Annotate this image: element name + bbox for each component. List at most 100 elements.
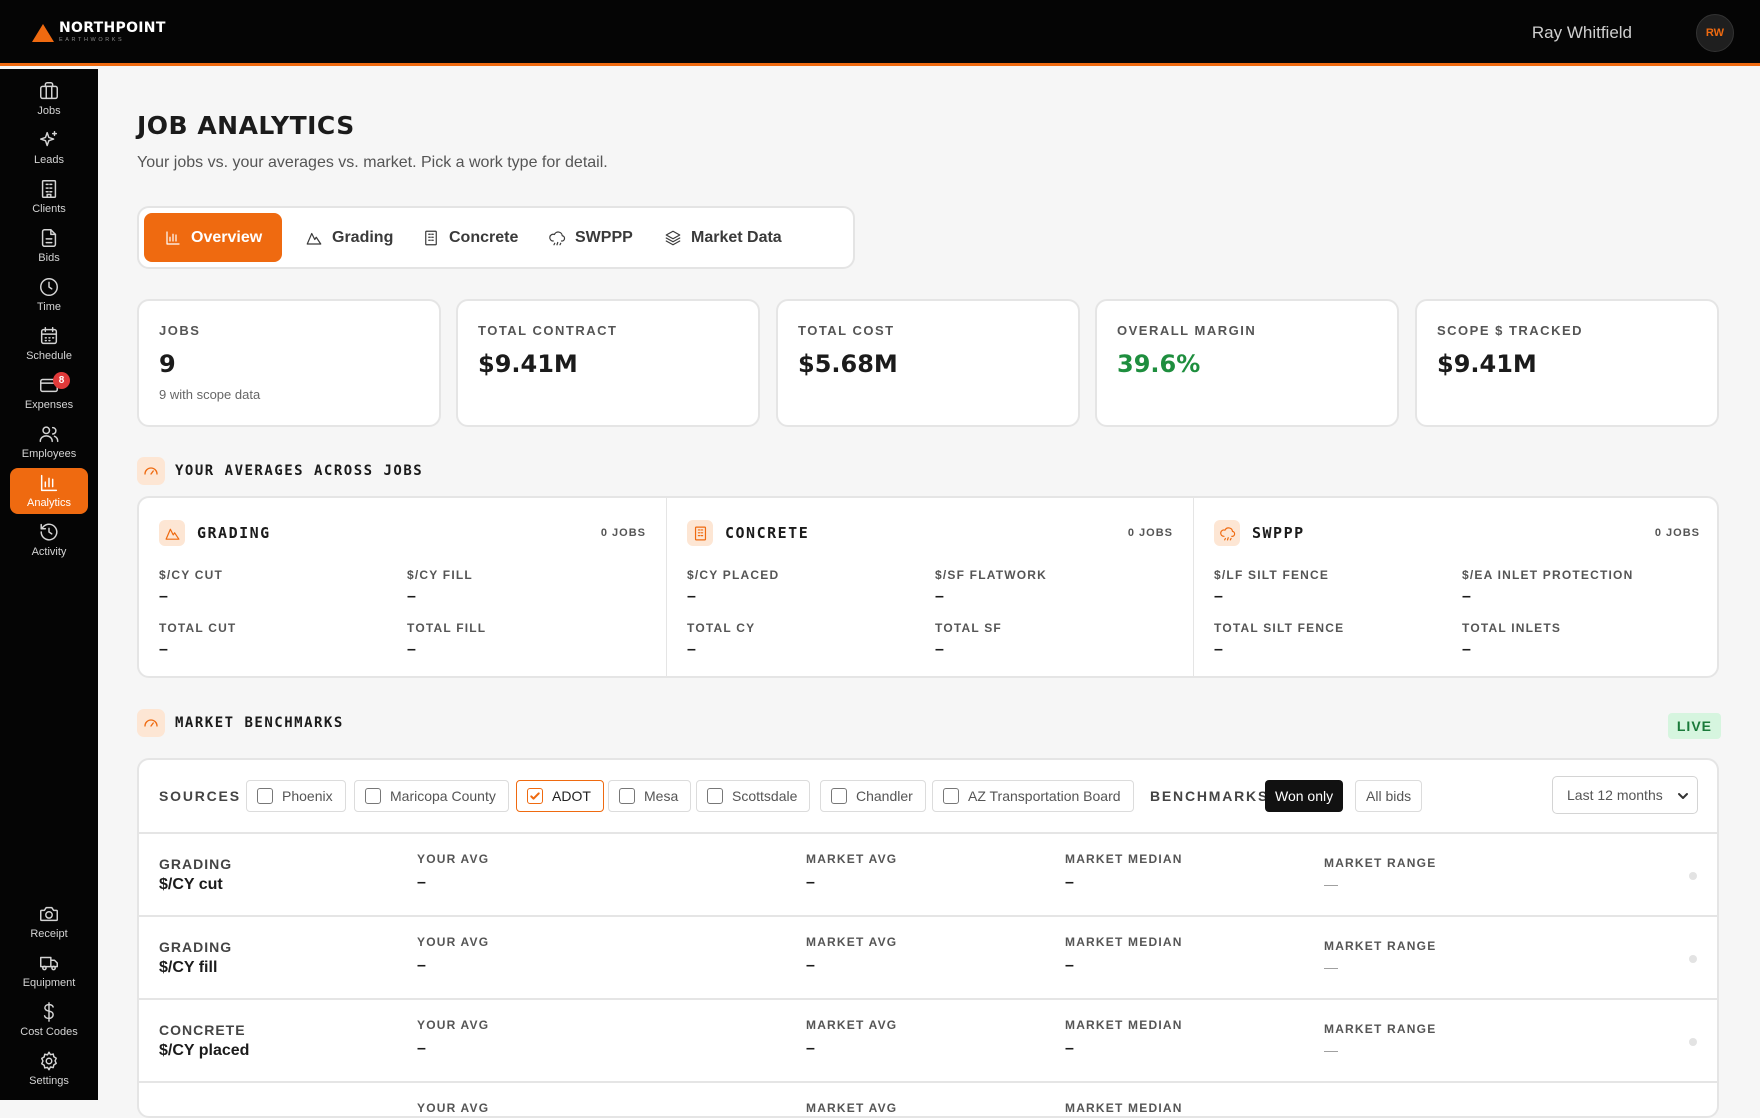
source-chip-adot[interactable]: ADOT <box>516 780 604 812</box>
brand-sub: EARTHWORKS <box>59 37 125 43</box>
bar-chart-icon <box>40 474 58 492</box>
kpi-card-scope-tracked: SCOPE $ TRACKED $9.41M <box>1415 299 1719 427</box>
sidebar-item-label: Bids <box>38 252 60 264</box>
col-label-market-median: MARKET MEDIAN <box>1065 1018 1183 1032</box>
checkbox[interactable] <box>943 788 959 804</box>
sidebar-item-receipt[interactable]: Receipt <box>10 899 88 945</box>
metric-label: TOTAL SILT FENCE <box>1214 621 1345 635</box>
sidebar-item-employees[interactable]: Employees <box>10 419 88 465</box>
metric-value: – <box>1462 588 1471 605</box>
metric: $/CY CUT – <box>159 568 379 606</box>
tab-grading[interactable]: Grading <box>285 213 413 262</box>
metric-value: – <box>1214 641 1223 658</box>
source-chip-phoenix[interactable]: Phoenix <box>246 780 346 812</box>
kpi-label: JOBS <box>159 323 201 338</box>
user-name[interactable]: Ray Whitfield <box>1531 23 1632 42</box>
market-range-value: — <box>1324 1042 1338 1058</box>
tab-overview[interactable]: Overview <box>144 213 283 262</box>
sidebar-item-label: Activity <box>31 546 67 558</box>
sidebar-item-bids[interactable]: Bids <box>10 223 88 269</box>
sidebar-item-label: Clients <box>32 203 66 215</box>
table-row[interactable]: GRADING $/CY cut YOUR AVG – MARKET AVG –… <box>139 834 1717 917</box>
sidebar-item-settings[interactable]: Settings <box>10 1046 88 1092</box>
sidebar-item-label: Receipt <box>30 928 68 940</box>
sidebar-item-clients[interactable]: Clients <box>10 174 88 220</box>
checkbox[interactable] <box>707 788 723 804</box>
tab-market-data[interactable]: Market Data <box>644 213 802 262</box>
cloud-rain-icon <box>549 230 566 245</box>
brand-name: NORTHPOINT <box>59 20 166 36</box>
source-chip-maricopa-county[interactable]: Maricopa County <box>354 780 509 812</box>
sidebar-item-activity[interactable]: Activity <box>10 517 88 563</box>
sidebar: Jobs Leads Clients Bids Time Schedule Ex… <box>0 69 98 1100</box>
gear-icon <box>41 1051 57 1071</box>
row-category: GRADING <box>159 939 233 955</box>
table-row[interactable]: CONCRETE $/CY placed YOUR AVG – MARKET A… <box>139 1000 1717 1083</box>
col-label-market-median: MARKET MEDIAN <box>1065 935 1183 949</box>
checkbox[interactable] <box>365 788 381 804</box>
sidebar-item-jobs[interactable]: Jobs <box>10 76 88 122</box>
metric-value: – <box>159 641 168 658</box>
market-range-value: — <box>1324 959 1338 975</box>
tab-bar: Overview Grading Concrete SWPPP Market D… <box>137 206 855 269</box>
row-metric: $/CY fill <box>159 959 218 976</box>
metric: TOTAL FILL – <box>407 621 627 659</box>
filter-bar: SOURCES Phoenix Maricopa County ADOT Mes… <box>139 760 1717 834</box>
period-select-value: Last 12 months <box>1567 787 1663 803</box>
tab-swppp[interactable]: SWPPP <box>528 213 653 262</box>
document-icon <box>41 229 57 247</box>
source-chip-az-transportation-board[interactable]: AZ Transportation Board <box>932 780 1134 812</box>
cloud-rain-icon <box>1214 520 1240 546</box>
metric: TOTAL INLETS – <box>1462 621 1682 659</box>
sidebar-item-label: Jobs <box>37 105 61 117</box>
layers-icon <box>665 230 681 245</box>
source-chip-mesa[interactable]: Mesa <box>608 780 692 812</box>
col-label-market-range: MARKET RANGE <box>1324 939 1437 953</box>
averages-swppp: SWPPP 0 JOBS $/LF SILT FENCE – $/EA INLE… <box>1193 498 1720 676</box>
sidebar-item-time[interactable]: Time <box>10 272 88 318</box>
won-only-toggle[interactable]: Won only <box>1265 780 1344 812</box>
col-label-your-avg: YOUR AVG <box>417 935 490 949</box>
period-select[interactable]: Last 12 months <box>1552 776 1698 814</box>
metric-value: – <box>687 641 696 658</box>
gauge-icon <box>137 457 165 485</box>
all-bids-toggle[interactable]: All bids <box>1355 780 1423 812</box>
averages-section-header: YOUR AVERAGES ACROSS JOBS <box>137 457 423 485</box>
sidebar-item-equipment[interactable]: Equipment <box>10 948 88 994</box>
source-chip-scottsdale[interactable]: Scottsdale <box>696 780 811 812</box>
metric-value: – <box>159 588 168 605</box>
metric-label: $/LF SILT FENCE <box>1214 568 1330 582</box>
sidebar-item-label: Equipment <box>22 977 76 989</box>
market-avg-value: – <box>806 957 815 974</box>
kpi-value: $9.41M <box>478 350 578 378</box>
sidebar-item-analytics[interactable]: Analytics <box>10 468 88 514</box>
metric: $/LF SILT FENCE – <box>1214 568 1434 606</box>
market-median-value: – <box>1065 874 1074 891</box>
table-row[interactable]: YOUR AVG MARKET AVG MARKET MEDIAN <box>139 1083 1717 1116</box>
checkbox[interactable] <box>619 788 635 804</box>
benchmarks-card: SOURCES Phoenix Maricopa County ADOT Mes… <box>137 758 1719 1118</box>
brand-logo[interactable]: NORTHPOINT EARTHWORKS <box>32 20 166 44</box>
metric-label: $/SF FLATWORK <box>935 568 1048 582</box>
averages-grading: GRADING 0 JOBS $/CY CUT – $/CY FILL – TO… <box>139 498 666 676</box>
metric-label: TOTAL INLETS <box>1462 621 1562 635</box>
chip-label: AZ Transportation Board <box>968 788 1121 804</box>
checkbox[interactable] <box>257 788 273 804</box>
sidebar-item-cost-codes[interactable]: Cost Codes <box>10 997 88 1043</box>
tab-concrete[interactable]: Concrete <box>402 213 538 262</box>
sidebar-item-label: Expenses <box>24 399 74 411</box>
tab-label: SWPPP <box>575 228 633 246</box>
source-chip-chandler[interactable]: Chandler <box>820 780 926 812</box>
sidebar-item-leads[interactable]: Leads <box>10 125 88 171</box>
kpi-label: SCOPE $ TRACKED <box>1437 323 1584 338</box>
sidebar-item-schedule[interactable]: Schedule <box>10 321 88 367</box>
history-icon <box>40 523 58 541</box>
checkbox-checked[interactable] <box>527 788 543 804</box>
avatar[interactable]: RW <box>1696 14 1734 52</box>
section-title: MARKET BENCHMARKS <box>175 715 344 731</box>
section-title: YOUR AVERAGES ACROSS JOBS <box>175 463 424 479</box>
group-jobs-count: 0 JOBS <box>1127 527 1173 539</box>
table-row[interactable]: GRADING $/CY fill YOUR AVG – MARKET AVG … <box>139 917 1717 1000</box>
checkbox[interactable] <box>831 788 847 804</box>
sidebar-item-expenses[interactable]: Expenses 8 <box>10 370 88 416</box>
